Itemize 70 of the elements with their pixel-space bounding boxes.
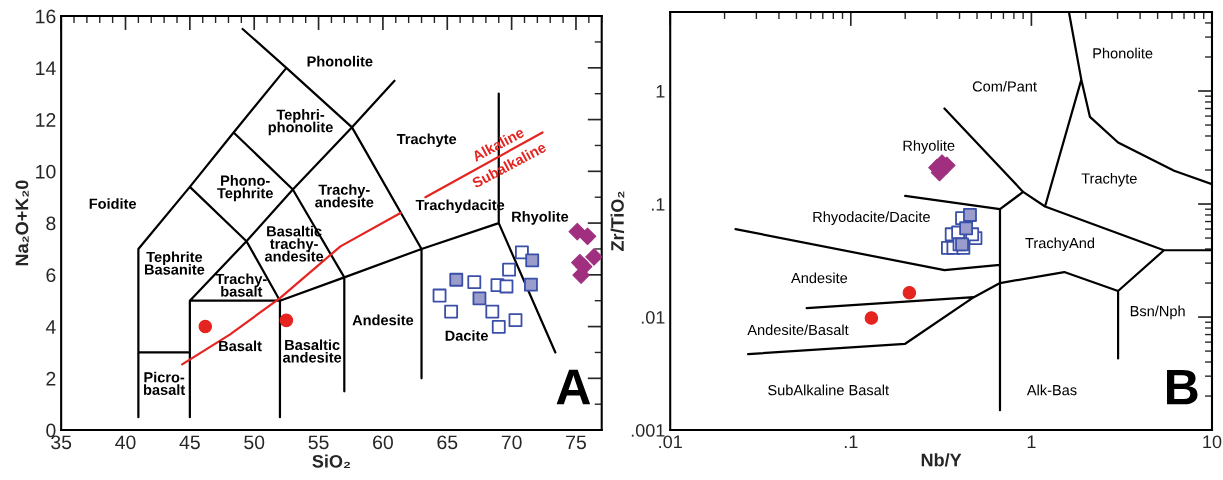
point <box>499 279 514 294</box>
y-tick-label: 4 <box>45 320 56 334</box>
y-tick-label: 10 <box>36 164 56 179</box>
annotation: Alk-Bas <box>1026 384 1077 396</box>
point <box>444 304 459 319</box>
y-tick-label: 1 <box>656 85 665 98</box>
annotation: Phonolite <box>307 55 373 67</box>
x-tick-label: 65 <box>437 435 458 450</box>
x-tick-label: 55 <box>308 435 329 450</box>
annotation: Trachyte <box>396 133 457 148</box>
x-tick-label: 60 <box>373 435 393 450</box>
annotation: Trachyte <box>1081 172 1137 187</box>
y-tick-label: 12 <box>36 113 56 127</box>
annotation: Foidite <box>89 198 137 209</box>
annotation: A <box>556 369 591 405</box>
point <box>485 304 500 319</box>
annotation: Andesite <box>352 314 414 326</box>
x-tick-label: 1 <box>1027 435 1036 449</box>
x-axis-title: SiO₂ <box>312 454 351 469</box>
annotation: Dacite <box>445 330 488 341</box>
point <box>279 313 294 328</box>
annotation: Rhyodacite/Dacite <box>813 211 930 225</box>
y-tick-label: .001 <box>631 424 665 437</box>
x-tick-label: 10 <box>1203 435 1222 449</box>
point <box>585 248 602 266</box>
y-tick-label: .1 <box>651 198 665 211</box>
y-tick-label: 16 <box>36 9 56 24</box>
point <box>198 319 213 334</box>
x-tick-label: 70 <box>501 435 522 450</box>
y-tick-label: 8 <box>46 216 56 231</box>
annotation: Trachy- basalt <box>215 273 267 297</box>
annotation: Com/Pant <box>972 80 1037 92</box>
annotation: B <box>1167 369 1198 405</box>
annotation: Phonolite <box>1093 47 1153 59</box>
point <box>508 313 523 328</box>
point <box>472 291 487 306</box>
y-tick-label: 2 <box>46 371 56 386</box>
x-tick-label: 50 <box>244 435 265 450</box>
point <box>467 275 482 289</box>
annotation: Picro- basalt <box>144 371 186 395</box>
annotation: Rhyolite <box>512 211 569 225</box>
x-axis-title: Nb/Y <box>921 453 962 467</box>
point <box>449 272 464 287</box>
point <box>578 227 597 246</box>
y-axis-title: Na₂O+K₂0 <box>15 180 29 266</box>
annotation: TrachyAnd <box>1025 237 1095 252</box>
y-axis-title: Zr/TiO₂ <box>610 191 625 251</box>
annotation: Tephrite Basanite <box>144 251 205 275</box>
point <box>502 262 516 277</box>
annotation: Trachy- andesite <box>315 184 374 208</box>
point <box>524 277 538 292</box>
annotation: SubAlkaline Basalt <box>768 384 889 396</box>
annotation: Basaltic andesite <box>282 339 342 363</box>
annotation: Basalt <box>219 340 262 352</box>
annotation: Andesite <box>791 272 848 284</box>
x-tick-label: .1 <box>844 435 858 449</box>
x-tick-label: 45 <box>179 435 200 450</box>
annotation: Andesite/Basalt <box>747 324 849 336</box>
point <box>491 319 506 334</box>
x-tick-label: 40 <box>115 435 136 450</box>
point <box>525 253 540 268</box>
annotation: Phono- Tephrite <box>217 175 273 202</box>
annotation: Rhyolite <box>903 140 955 154</box>
annotation: Tephri- phonolite <box>268 109 333 136</box>
y-tick-label: 14 <box>36 61 56 75</box>
annotation: Bsn/Nph <box>1130 305 1185 320</box>
y-tick-label: 6 <box>46 268 56 283</box>
point <box>432 288 447 303</box>
x-tick-label: 75 <box>566 435 586 450</box>
y-tick-label: .01 <box>641 310 665 324</box>
